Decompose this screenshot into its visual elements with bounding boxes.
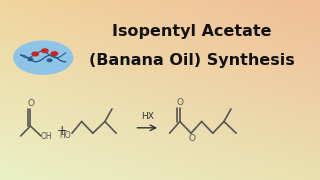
Text: HO: HO (59, 131, 71, 140)
Text: HX: HX (141, 112, 154, 121)
Text: +: + (57, 124, 68, 137)
Text: (Banana Oil) Synthesis: (Banana Oil) Synthesis (89, 53, 295, 68)
Circle shape (28, 58, 33, 61)
Circle shape (32, 52, 38, 56)
Text: Isopentyl Acetate: Isopentyl Acetate (112, 24, 272, 39)
Text: OH: OH (41, 132, 52, 141)
Circle shape (14, 41, 73, 74)
Text: O: O (28, 99, 35, 108)
Text: O: O (177, 98, 184, 107)
Circle shape (42, 49, 48, 53)
Text: O: O (188, 134, 196, 143)
Circle shape (47, 59, 52, 62)
Circle shape (51, 52, 58, 55)
